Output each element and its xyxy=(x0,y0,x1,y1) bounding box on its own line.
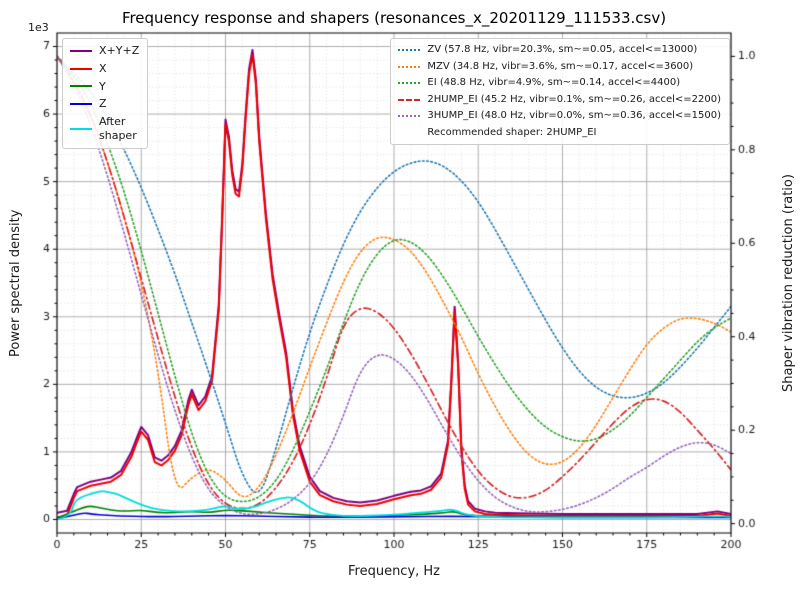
legend-entry-label: MZV (34.8 Hz, vibr=3.6%, sm~=0.17, accel… xyxy=(427,60,694,72)
legend-entry: X xyxy=(70,62,139,76)
chart-title: Frequency response and shapers (resonanc… xyxy=(121,9,667,27)
x-axis-label: Frequency, Hz xyxy=(347,564,441,579)
legend-entry: 2HUMP_EI (45.2 Hz, vibr=0.1%, sm~=0.26, … xyxy=(398,94,721,107)
legend-line-swatch xyxy=(70,127,92,130)
legend-entry-label: Z xyxy=(99,97,107,111)
legend-shapers: ZV (57.8 Hz, vibr=20.3%, sm~=0.05, accel… xyxy=(390,38,730,145)
legend-line-swatch xyxy=(398,98,421,101)
legend-entry: Recommended shaper: 2HUMP_EI xyxy=(398,127,721,140)
y-axis-label-right: Shaper vibration reduction (ratio) xyxy=(781,174,796,392)
legend-line-swatch xyxy=(70,85,92,88)
legend-psd-series: X+Y+Z X Y Z After shaper xyxy=(62,38,149,149)
legend-line-swatch xyxy=(70,103,92,106)
legend-entry: EI (48.8 Hz, vibr=4.9%, sm~=0.14, accel<… xyxy=(398,77,721,90)
legend-entry-label: X xyxy=(99,61,107,75)
legend-entry: Z xyxy=(70,97,139,111)
legend-line-swatch xyxy=(398,49,421,52)
legend-entry: ZV (57.8 Hz, vibr=20.3%, sm~=0.05, accel… xyxy=(398,44,721,57)
legend-entry-label: Recommended shaper: 2HUMP_EI xyxy=(427,126,597,138)
legend-line-swatch xyxy=(398,115,421,118)
legend-entry-label: EI (48.8 Hz, vibr=4.9%, sm~=0.14, accel<… xyxy=(427,77,681,88)
legend-entry-label: X+Y+Z xyxy=(99,44,140,57)
legend-line-swatch xyxy=(398,65,421,68)
legend-entry-label: Y xyxy=(99,79,106,93)
legend-line-swatch xyxy=(398,82,421,85)
legend-entry-label: After shaper xyxy=(99,115,137,142)
legend-entry: After shaper xyxy=(70,115,139,143)
axis-offset-label: 1e3 xyxy=(28,21,49,34)
legend-line-swatch xyxy=(70,67,92,70)
legend-entry-label: 3HUMP_EI (48.0 Hz, vibr=0.0%, sm~=0.36, … xyxy=(427,110,721,121)
legend-entry: Y xyxy=(70,80,139,94)
legend-line-swatch xyxy=(70,49,92,52)
legend-entry: 3HUMP_EI (48.0 Hz, vibr=0.0%, sm~=0.36, … xyxy=(398,110,721,123)
legend-entry-label: ZV (57.8 Hz, vibr=20.3%, sm~=0.05, accel… xyxy=(427,44,698,55)
legend-entry-label: 2HUMP_EI (45.2 Hz, vibr=0.1%, sm~=0.26, … xyxy=(427,93,721,105)
y-axis-label-left: Power spectral density xyxy=(8,209,23,357)
legend-entry: MZV (34.8 Hz, vibr=3.6%, sm~=0.17, accel… xyxy=(398,61,721,74)
legend-entry: X+Y+Z xyxy=(70,44,139,58)
